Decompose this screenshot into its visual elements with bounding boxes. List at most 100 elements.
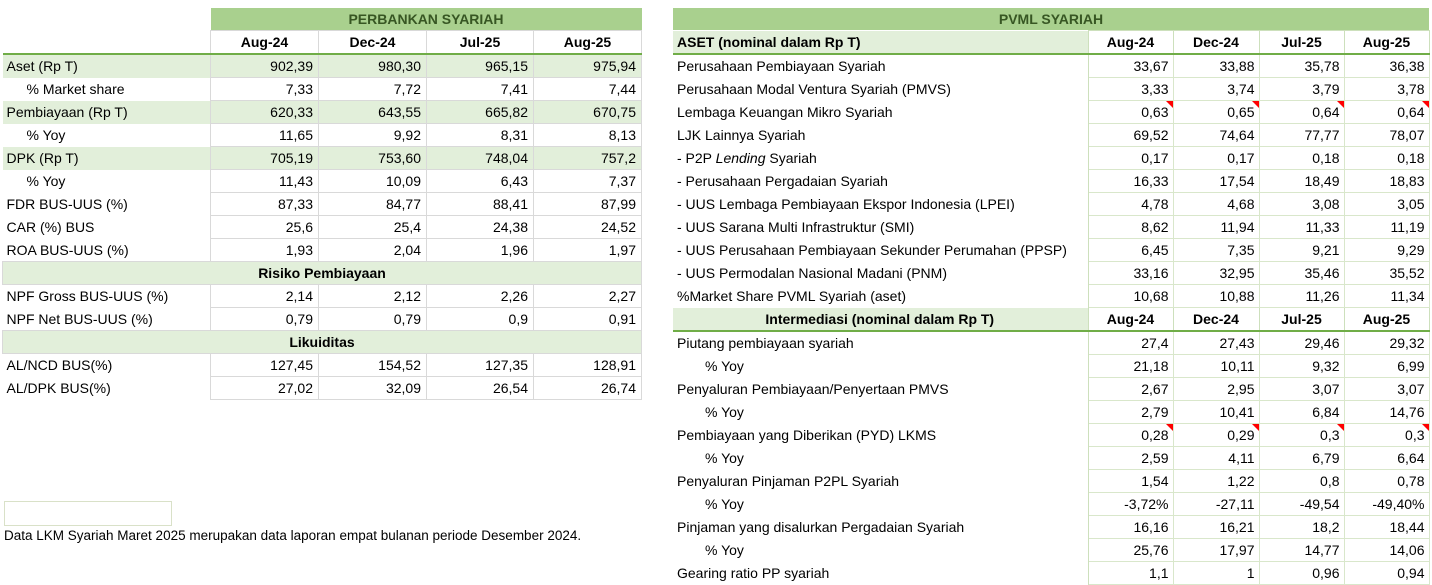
- data-cell[interactable]: 0,29: [1172, 423, 1260, 447]
- column-header-1[interactable]: Aug-24: [1087, 30, 1174, 55]
- data-cell[interactable]: 1,93: [210, 238, 319, 262]
- data-cell[interactable]: 620,33: [210, 100, 319, 124]
- data-cell[interactable]: 127,45: [210, 353, 319, 377]
- data-cell[interactable]: 0,17: [1172, 146, 1260, 170]
- data-cell[interactable]: 11,26: [1258, 284, 1345, 308]
- data-cell[interactable]: 3,07: [1258, 377, 1345, 401]
- data-cell[interactable]: 29,32: [1343, 330, 1430, 355]
- data-cell[interactable]: 965,15: [426, 53, 534, 78]
- data-cell[interactable]: 11,43: [210, 169, 319, 193]
- data-cell[interactable]: 69,52: [1087, 123, 1174, 147]
- data-cell[interactable]: 26,54: [426, 376, 534, 400]
- row-label[interactable]: - UUS Permodalan Nasional Madani (PNM): [673, 261, 1089, 285]
- data-cell[interactable]: 980,30: [318, 53, 427, 78]
- row-label[interactable]: ROA BUS-UUS (%): [6, 241, 129, 258]
- row-label[interactable]: NPF Net BUS-UUS (%): [6, 310, 153, 327]
- data-cell[interactable]: 7,35: [1172, 238, 1260, 262]
- data-cell[interactable]: 17,54: [1172, 169, 1260, 193]
- data-cell[interactable]: 7,41: [426, 77, 534, 101]
- column-header-4[interactable]: Aug-25: [1343, 30, 1430, 55]
- data-cell[interactable]: 902,39: [210, 53, 319, 78]
- data-cell[interactable]: 1,96: [426, 238, 534, 262]
- data-cell[interactable]: 9,29: [1343, 238, 1430, 262]
- data-cell[interactable]: 25,4: [318, 215, 427, 239]
- data-cell[interactable]: 25,76: [1087, 538, 1174, 562]
- row-label[interactable]: FDR BUS-UUS (%): [6, 196, 128, 212]
- data-cell[interactable]: 748,04: [426, 146, 534, 170]
- data-cell[interactable]: 0,94: [1343, 561, 1430, 585]
- data-cell[interactable]: 18,49: [1258, 169, 1345, 193]
- data-cell[interactable]: 33,16: [1087, 261, 1174, 285]
- data-cell[interactable]: 2,79: [1087, 400, 1174, 424]
- data-cell[interactable]: 670,75: [533, 100, 642, 124]
- data-cell[interactable]: 18,44: [1343, 515, 1430, 539]
- data-cell[interactable]: 14,77: [1258, 538, 1345, 562]
- data-cell[interactable]: -49,54: [1258, 492, 1345, 516]
- data-cell[interactable]: 16,21: [1172, 515, 1260, 539]
- data-cell[interactable]: 753,60: [318, 146, 427, 170]
- data-cell[interactable]: 10,41: [1172, 400, 1260, 424]
- data-cell[interactable]: 0,18: [1258, 146, 1345, 170]
- data-cell[interactable]: 32,09: [318, 376, 427, 400]
- data-cell[interactable]: 975,94: [533, 53, 642, 78]
- data-cell[interactable]: 0,65: [1172, 100, 1260, 124]
- data-cell[interactable]: 1,1: [1087, 561, 1174, 585]
- data-cell[interactable]: 7,33: [210, 77, 319, 101]
- row-label[interactable]: Pembiayaan yang Diberikan (PYD) LKMS: [673, 423, 1089, 447]
- data-cell[interactable]: 1,22: [1172, 469, 1260, 493]
- data-cell[interactable]: 2,14: [210, 284, 319, 308]
- data-cell[interactable]: 0,96: [1258, 561, 1345, 585]
- data-cell[interactable]: 11,19: [1343, 215, 1430, 239]
- data-cell[interactable]: 10,68: [1087, 284, 1174, 308]
- column-header-2[interactable]: Dec-24: [1172, 30, 1260, 55]
- data-cell[interactable]: 7,44: [533, 77, 642, 101]
- data-cell[interactable]: 27,02: [210, 376, 319, 400]
- row-label[interactable]: % Market share: [26, 81, 125, 97]
- data-cell[interactable]: 1,97: [533, 238, 642, 262]
- data-cell[interactable]: -3,72%: [1087, 492, 1174, 516]
- data-cell[interactable]: 2,12: [318, 284, 427, 308]
- data-cell[interactable]: 14,06: [1343, 538, 1430, 562]
- data-cell[interactable]: 10,11: [1172, 354, 1260, 378]
- data-cell[interactable]: 24,38: [426, 215, 534, 239]
- column-header-1[interactable]: Aug-24: [210, 30, 319, 55]
- data-cell[interactable]: 3,74: [1172, 77, 1260, 101]
- data-cell[interactable]: 78,07: [1343, 123, 1430, 147]
- data-cell[interactable]: 27,43: [1172, 330, 1260, 355]
- data-cell[interactable]: 4,78: [1087, 192, 1174, 216]
- row-label[interactable]: Penyaluran Pinjaman P2PL Syariah: [673, 469, 1089, 493]
- data-cell[interactable]: 4,68: [1172, 192, 1260, 216]
- data-cell[interactable]: 29,46: [1258, 330, 1345, 355]
- data-cell[interactable]: 16,16: [1087, 515, 1174, 539]
- row-label[interactable]: DPK (Rp T): [2, 146, 211, 170]
- row-label[interactable]: % Yoy: [673, 538, 1089, 562]
- column-header-3[interactable]: Jul-25: [1258, 307, 1345, 332]
- data-cell[interactable]: 1,54: [1087, 469, 1174, 493]
- row-label[interactable]: AL/NCD BUS(%): [6, 357, 113, 374]
- data-cell[interactable]: 0,79: [318, 307, 427, 331]
- data-cell[interactable]: 3,33: [1087, 77, 1174, 101]
- row-label[interactable]: % Yoy: [26, 173, 66, 189]
- data-cell[interactable]: 21,18: [1087, 354, 1174, 378]
- data-cell[interactable]: 88,41: [426, 192, 534, 216]
- row-label[interactable]: - UUS Lembaga Pembiayaan Ekspor Indonesi…: [673, 192, 1089, 216]
- row-label[interactable]: % Yoy: [26, 127, 66, 143]
- data-cell[interactable]: 6,64: [1343, 446, 1430, 470]
- data-cell[interactable]: 6,43: [426, 169, 534, 193]
- data-cell[interactable]: 757,2: [533, 146, 642, 170]
- row-label[interactable]: NPF Gross BUS-UUS (%): [6, 288, 169, 305]
- data-cell[interactable]: 705,19: [210, 146, 319, 170]
- row-label[interactable]: Aset (Rp T): [2, 54, 211, 78]
- data-cell[interactable]: 26,74: [533, 376, 642, 400]
- empty-spreadsheet-cell[interactable]: [4, 501, 172, 526]
- data-cell[interactable]: 2,59: [1087, 446, 1174, 470]
- corner-blank-cell[interactable]: [3, 8, 211, 31]
- data-cell[interactable]: 0,9: [426, 307, 534, 331]
- row-label[interactable]: % Yoy: [673, 492, 1089, 516]
- row-label[interactable]: Gearing ratio PP syariah: [673, 561, 1089, 585]
- data-cell[interactable]: 16,33: [1087, 169, 1174, 193]
- header-blank-cell[interactable]: [2, 30, 211, 55]
- column-header-3[interactable]: Jul-25: [426, 30, 534, 55]
- data-cell[interactable]: 0,91: [533, 307, 642, 331]
- row-label[interactable]: AL/DPK BUS(%): [6, 380, 111, 396]
